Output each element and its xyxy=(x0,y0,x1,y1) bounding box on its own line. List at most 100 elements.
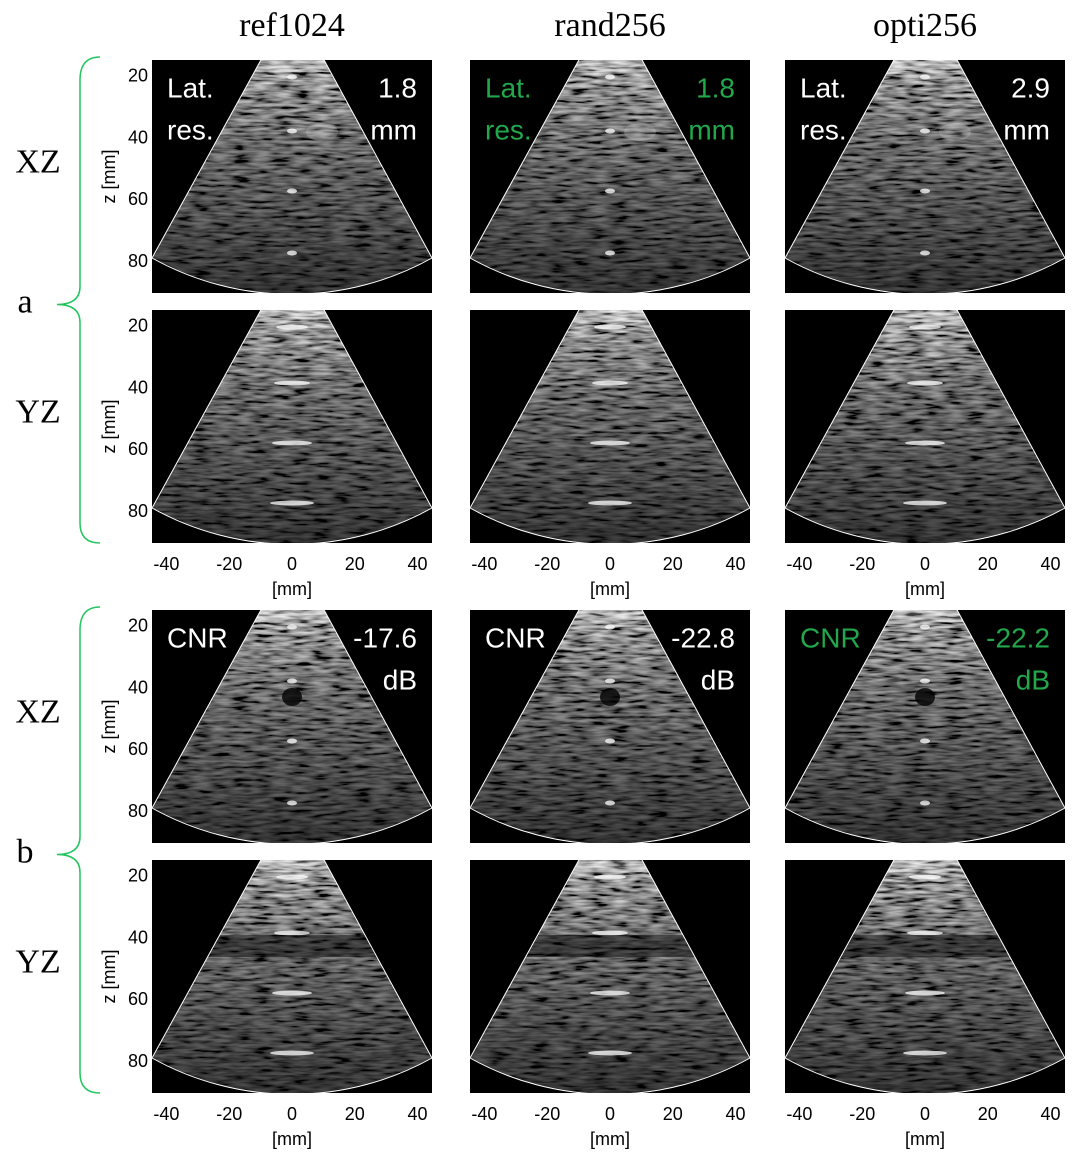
x-tick-label: 20 xyxy=(663,554,683,574)
x-tick-label: 0 xyxy=(920,1104,930,1124)
y-tick-label: 40 xyxy=(128,127,148,147)
reflector xyxy=(920,128,930,134)
reflector xyxy=(605,738,615,744)
y-tick-label: 40 xyxy=(128,677,148,697)
reflector xyxy=(592,930,628,936)
x-tick-label: 40 xyxy=(408,1104,428,1124)
column-title: ref1024 xyxy=(239,7,345,44)
sector-outline xyxy=(151,307,433,545)
annotation-value: dB xyxy=(1016,664,1050,695)
reflector xyxy=(903,500,947,506)
x-tick-label: -40 xyxy=(153,554,179,574)
image-panel: Lat. res. 1.8 mm xyxy=(151,57,433,295)
image-panel: Lat. res. 2.9 mm xyxy=(784,57,1066,295)
x-tick-label: -40 xyxy=(153,1104,179,1124)
group-label: a xyxy=(17,283,32,320)
x-tick-label: -20 xyxy=(534,554,560,574)
near-field xyxy=(252,310,332,322)
x-tick-label: 0 xyxy=(920,554,930,574)
annotation-value: 2.9 xyxy=(1011,72,1050,103)
reflector xyxy=(274,380,310,386)
sector-outline xyxy=(151,607,433,845)
annotation-value: -22.8 xyxy=(671,622,735,653)
annotation-value: 1.8 xyxy=(378,72,417,103)
annotation-label: CNR xyxy=(800,622,861,653)
reflector xyxy=(920,678,930,684)
near-field xyxy=(885,860,965,872)
x-axis-label: [mm] xyxy=(905,1129,945,1149)
group-label: b xyxy=(17,833,34,870)
y-tick-label: 80 xyxy=(128,501,148,521)
inclusion xyxy=(939,123,971,141)
reflector xyxy=(909,324,941,330)
cyst xyxy=(282,688,302,706)
reflector xyxy=(605,250,615,256)
annotation-label: res. xyxy=(485,114,532,145)
x-tick-label: 40 xyxy=(408,554,428,574)
reflector xyxy=(287,738,297,744)
y-tick-label: 20 xyxy=(128,66,148,86)
y-tick-label: 40 xyxy=(128,927,148,947)
x-tick-label: 40 xyxy=(1041,554,1061,574)
x-tick-label: -40 xyxy=(471,554,497,574)
annotation-value: -22.2 xyxy=(986,622,1050,653)
x-axis-label: [mm] xyxy=(590,579,630,599)
reflector xyxy=(594,324,626,330)
image-panel: CNR -17.6 dB xyxy=(151,607,433,845)
cyst xyxy=(915,688,935,706)
column-title: opti256 xyxy=(873,7,977,44)
y-axis-label: z [mm] xyxy=(99,400,119,454)
reflector xyxy=(594,874,626,880)
y-tick-label: 80 xyxy=(128,1051,148,1071)
sector-outline xyxy=(784,607,1066,845)
reflector xyxy=(588,500,632,506)
sector-outline xyxy=(784,307,1066,545)
reflector xyxy=(907,380,943,386)
x-axis-label: [mm] xyxy=(272,579,312,599)
y-axis-label: z [mm] xyxy=(99,150,119,204)
annotation-label: res. xyxy=(167,114,214,145)
near-field xyxy=(570,60,650,72)
cyst xyxy=(600,688,620,706)
y-tick-label: 20 xyxy=(128,316,148,336)
image-panel xyxy=(151,857,433,1095)
annotation-value: mm xyxy=(1003,114,1050,145)
annotation-value: dB xyxy=(701,664,735,695)
y-tick-label: 80 xyxy=(128,801,148,821)
reflector xyxy=(905,990,945,996)
sector-outline xyxy=(784,857,1066,1095)
x-tick-label: 20 xyxy=(978,554,998,574)
y-tick-label: 60 xyxy=(128,439,148,459)
x-tick-label: 0 xyxy=(605,554,615,574)
image-panel xyxy=(151,307,433,545)
annotation-value: mm xyxy=(370,114,417,145)
reflector xyxy=(588,1050,632,1056)
annotation-value: dB xyxy=(383,664,417,695)
annotation-label: Lat. xyxy=(485,72,532,103)
image-panel xyxy=(469,857,751,1095)
annotation-label: res. xyxy=(800,114,847,145)
x-tick-label: 0 xyxy=(287,554,297,574)
y-tick-label: 60 xyxy=(128,989,148,1009)
image-panel xyxy=(784,857,1066,1095)
sector-outline xyxy=(469,857,751,1095)
near-field xyxy=(252,860,332,872)
group-brace xyxy=(56,606,101,1094)
reflector xyxy=(276,874,308,880)
row-label: YZ xyxy=(15,393,60,430)
reflector xyxy=(920,624,930,630)
sector-outline xyxy=(151,857,433,1095)
row-label: XZ xyxy=(15,143,60,180)
reflector xyxy=(605,74,615,80)
annotation-label: CNR xyxy=(167,622,228,653)
reflector xyxy=(590,440,630,446)
x-tick-label: 20 xyxy=(978,1104,998,1124)
x-tick-label: -20 xyxy=(534,1104,560,1124)
y-tick-label: 20 xyxy=(128,616,148,636)
reflector xyxy=(909,874,941,880)
reflector xyxy=(605,128,615,134)
near-field xyxy=(252,610,332,622)
y-tick-label: 20 xyxy=(128,866,148,886)
x-axis-label: [mm] xyxy=(590,1129,630,1149)
